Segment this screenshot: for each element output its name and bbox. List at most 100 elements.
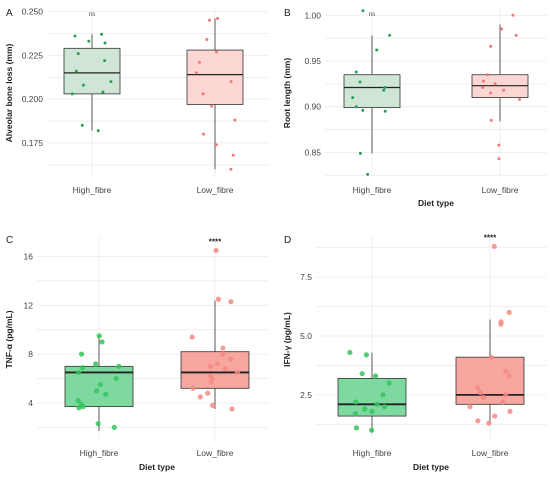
data-point — [477, 389, 484, 396]
data-point — [215, 296, 222, 302]
box-low-fibre — [471, 24, 529, 122]
data-point — [214, 361, 221, 367]
panel-a: A 0.175 0.200 0.225 0.250 Alveolar bone loss … — [4, 7, 269, 195]
x-tick-label: Low_fibre — [482, 185, 519, 195]
data-point — [103, 391, 109, 398]
y-tick-label: 1.00 — [304, 10, 321, 20]
data-point — [103, 59, 107, 63]
data-point — [229, 167, 233, 171]
y-tick-label: 2.5 — [300, 390, 312, 400]
panel-letter: D — [284, 235, 291, 246]
data-point — [506, 309, 512, 316]
x-tick-label: High_fibre — [73, 185, 112, 195]
y-tick-label: 8 — [28, 349, 33, 359]
box-low-fibre — [186, 18, 244, 170]
data-point — [467, 404, 473, 410]
x-tick-label: High_fibre — [353, 185, 392, 195]
data-point — [222, 366, 228, 372]
data-point — [382, 88, 386, 92]
data-point — [491, 243, 497, 250]
box-high-fibre — [63, 34, 121, 131]
data-point — [96, 129, 100, 133]
data-point — [383, 109, 387, 113]
data-point — [353, 399, 359, 405]
y-tick-label: 0.175 — [22, 138, 44, 148]
data-point — [76, 52, 80, 56]
data-point — [234, 369, 240, 376]
data-point — [500, 399, 506, 405]
data-point — [514, 33, 518, 37]
data-point — [388, 33, 392, 37]
x-tick-label: High_fibre — [353, 448, 392, 458]
box-iqr — [180, 351, 250, 389]
data-point — [361, 9, 365, 13]
data-point — [78, 351, 85, 357]
data-point — [101, 90, 105, 94]
data-point — [507, 408, 513, 414]
panel-letter: B — [284, 8, 291, 19]
data-point — [480, 394, 487, 400]
data-point — [358, 80, 362, 84]
y-axis-label: IFN-γ (pg/mL) — [282, 312, 292, 367]
data-point — [220, 351, 226, 357]
data-point — [488, 354, 494, 360]
y-tick-label: 0.95 — [304, 56, 321, 66]
data-point — [497, 157, 501, 161]
data-point — [503, 392, 509, 398]
data-point — [372, 373, 379, 379]
data-point — [229, 80, 233, 84]
data-point — [202, 132, 206, 136]
data-point — [489, 118, 493, 122]
data-point — [486, 73, 490, 77]
data-point — [475, 418, 481, 424]
data-point — [231, 153, 235, 157]
significance-label: **** — [209, 237, 222, 246]
data-point — [351, 96, 355, 100]
data-point — [361, 108, 365, 112]
data-point — [502, 88, 506, 92]
data-point — [503, 368, 509, 374]
data-point — [197, 60, 201, 64]
x-tick-label: Low_fibre — [197, 448, 234, 458]
y-tick-label: 4 — [28, 398, 33, 408]
data-point — [97, 382, 104, 388]
data-point — [93, 361, 99, 367]
data-point — [73, 34, 77, 38]
data-point — [113, 375, 119, 382]
data-point — [352, 411, 359, 417]
data-point — [511, 13, 515, 17]
data-point — [353, 425, 360, 431]
data-point — [208, 18, 212, 22]
panel-letter: C — [6, 235, 13, 246]
x-tick-label: High_fibre — [80, 448, 119, 458]
data-point — [354, 70, 358, 74]
data-point — [207, 363, 213, 369]
data-point — [358, 151, 362, 155]
data-point — [498, 321, 504, 327]
box-iqr — [343, 74, 401, 109]
data-point — [481, 79, 485, 83]
y-tick-label: 7.5 — [300, 272, 312, 282]
data-point — [197, 394, 203, 400]
data-point — [215, 50, 219, 54]
box-high-fibre — [337, 352, 407, 433]
data-point — [220, 345, 226, 351]
data-point — [347, 349, 353, 356]
significance-label: **** — [484, 233, 497, 242]
data-point — [205, 390, 211, 396]
box-low-fibre — [180, 300, 250, 410]
data-point — [213, 247, 219, 254]
data-point — [228, 299, 234, 305]
y-tick-label: 16 — [24, 252, 34, 262]
data-point — [87, 39, 91, 43]
data-point — [96, 333, 102, 339]
data-point — [216, 17, 220, 21]
data-point — [80, 404, 86, 410]
x-axis-label: Diet type — [413, 462, 449, 472]
data-point — [381, 404, 388, 410]
data-point — [201, 92, 205, 96]
data-point — [363, 352, 369, 358]
data-point — [109, 80, 113, 84]
box-iqr — [455, 356, 525, 405]
